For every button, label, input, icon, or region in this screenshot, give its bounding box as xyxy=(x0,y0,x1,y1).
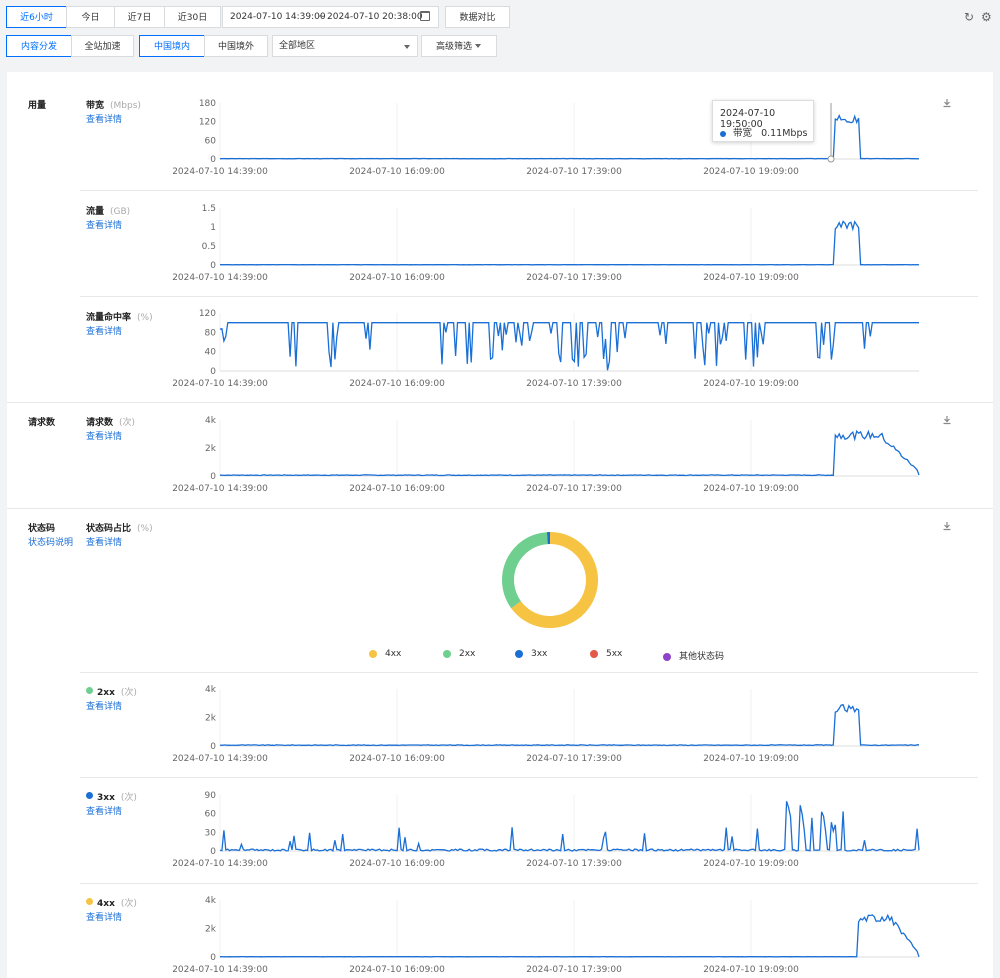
view-details-link[interactable]: 查看详情 xyxy=(86,702,123,712)
series-color-dot xyxy=(86,898,93,905)
gear-icon[interactable]: ⚙ xyxy=(981,10,992,24)
donut-slice-3xx xyxy=(546,532,550,545)
divider xyxy=(80,672,978,673)
chart-title-text: 流量 xyxy=(86,207,105,217)
date-start: 2024-07-10 14:39:00 xyxy=(230,12,326,22)
advanced-filter-button[interactable]: 高级筛选 xyxy=(421,35,497,57)
data-compare-button[interactable]: 数据对比 xyxy=(445,6,510,28)
chart-unit: (GB) xyxy=(110,207,131,217)
status-code-donut-chart xyxy=(502,532,598,628)
divider xyxy=(80,777,978,778)
chart-unit: (次) xyxy=(119,418,136,428)
view-details-link[interactable]: 查看详情 xyxy=(86,913,123,923)
legend-item[interactable]: 3xx xyxy=(515,649,547,659)
chart-unit: (次) xyxy=(120,793,137,803)
legend-item[interactable]: 2xx xyxy=(443,649,475,659)
tab-china-mainland[interactable]: 中国境内 xyxy=(139,35,205,57)
chart-title-text: 状态码占比 xyxy=(86,524,132,534)
series-color-dot xyxy=(86,792,93,799)
area-select[interactable]: 全部地区 xyxy=(272,35,418,57)
tooltip-time: 2024-07-10 19:50:00 xyxy=(720,108,776,130)
calendar-icon[interactable] xyxy=(420,11,430,21)
tab-last-30-days[interactable]: 近30日 xyxy=(164,6,221,28)
tab-outside-china[interactable]: 中国境外 xyxy=(204,35,268,57)
tab-content-delivery[interactable]: 内容分发 xyxy=(6,35,72,57)
caret-down-icon xyxy=(475,44,481,48)
section-title-requests: 请求数 xyxy=(28,418,56,428)
chart-unit: (次) xyxy=(120,899,137,909)
tooltip-series-name: 带宽 xyxy=(733,128,753,139)
chart-tooltip: 2024-07-10 19:50:00 带宽 0.11Mbps xyxy=(712,100,814,142)
legend-item[interactable]: 5xx xyxy=(590,649,622,659)
status-code-help-link[interactable]: 状态码说明 xyxy=(28,538,74,548)
view-details-link[interactable]: 查看详情 xyxy=(86,538,123,548)
chart-unit: (%) xyxy=(137,313,153,323)
chart-unit: (Mbps) xyxy=(110,101,141,111)
view-details-link[interactable]: 查看详情 xyxy=(86,432,123,442)
view-details-link[interactable]: 查看详情 xyxy=(86,327,123,337)
legend-label: 2xx xyxy=(459,649,476,659)
tab-last-7-days[interactable]: 近7日 xyxy=(114,6,165,28)
legend-label: 4xx xyxy=(385,649,402,659)
chart-title-status-share: 状态码占比 (%) xyxy=(86,521,153,534)
legend-label: 3xx xyxy=(531,649,548,659)
view-details-link[interactable]: 查看详情 xyxy=(86,807,123,817)
view-details-link[interactable]: 查看详情 xyxy=(86,115,123,125)
tab-today[interactable]: 今日 xyxy=(66,6,115,28)
chart-title-text: 3xx xyxy=(97,793,115,803)
chart-title-traffic: 流量 (GB) xyxy=(86,204,130,217)
divider xyxy=(7,402,993,403)
chart-title-text: 2xx xyxy=(97,688,115,698)
chart-title-bandwidth: 带宽 (Mbps) xyxy=(86,98,141,111)
date-end: 2024-07-10 20:38:00 xyxy=(327,12,423,22)
chart-title-text: 请求数 xyxy=(86,418,114,428)
tab-site-acceleration[interactable]: 全站加速 xyxy=(71,35,134,57)
divider xyxy=(80,883,978,884)
refresh-icon[interactable]: ↻ xyxy=(964,10,975,24)
download-icon[interactable] xyxy=(942,521,952,531)
date-separator: ~ xyxy=(318,12,326,22)
legend-dot xyxy=(515,649,523,658)
legend-label: 其他状态码 xyxy=(679,652,725,662)
chart-title-s3xx: 3xx (次) xyxy=(97,790,137,803)
chevron-down-icon xyxy=(404,45,410,49)
legend-dot xyxy=(590,649,598,658)
chart-unit: (%) xyxy=(137,524,153,534)
chart-unit: (次) xyxy=(120,688,137,698)
view-details-link[interactable]: 查看详情 xyxy=(86,221,123,231)
tooltip-series-value: 0.11Mbps xyxy=(761,128,808,139)
divider xyxy=(80,296,978,297)
chart-title-text: 流量命中率 xyxy=(86,313,132,323)
chart-title-requests: 请求数 (次) xyxy=(86,415,135,428)
date-range-picker[interactable]: 2024-07-10 14:39:00 ~ 2024-07-10 20:38:0… xyxy=(222,6,439,28)
section-title-usage: 用量 xyxy=(28,101,47,111)
tooltip-series-dot xyxy=(720,130,726,137)
advanced-filter-label: 高级筛选 xyxy=(436,42,473,52)
download-icon[interactable] xyxy=(942,415,952,425)
chart-title-hit_rate: 流量命中率 (%) xyxy=(86,310,153,323)
download-icon[interactable] xyxy=(942,98,952,108)
legend-dot xyxy=(663,652,671,661)
section-title-status: 状态码 xyxy=(28,524,56,534)
chart-title-text: 4xx xyxy=(97,899,115,909)
chart-title-s4xx: 4xx (次) xyxy=(97,896,137,909)
legend-item[interactable]: 4xx xyxy=(369,649,401,659)
divider xyxy=(80,190,978,191)
legend-item[interactable]: 其他状态码 xyxy=(663,649,724,662)
donut-slice-2xx xyxy=(502,532,548,609)
chart-title-text: 带宽 xyxy=(86,101,105,111)
chart-title-s2xx: 2xx (次) xyxy=(97,685,137,698)
divider xyxy=(7,508,993,509)
area-select-value: 全部地区 xyxy=(279,41,316,51)
toolbar: 近6小时 今日 近7日 近30日 2024-07-10 14:39:00 ~ 2… xyxy=(0,0,1000,70)
legend-label: 5xx xyxy=(606,649,623,659)
legend-dot xyxy=(443,649,451,658)
legend-dot xyxy=(369,649,377,658)
series-color-dot xyxy=(86,687,93,694)
tab-last-6-hours[interactable]: 近6小时 xyxy=(6,6,67,28)
